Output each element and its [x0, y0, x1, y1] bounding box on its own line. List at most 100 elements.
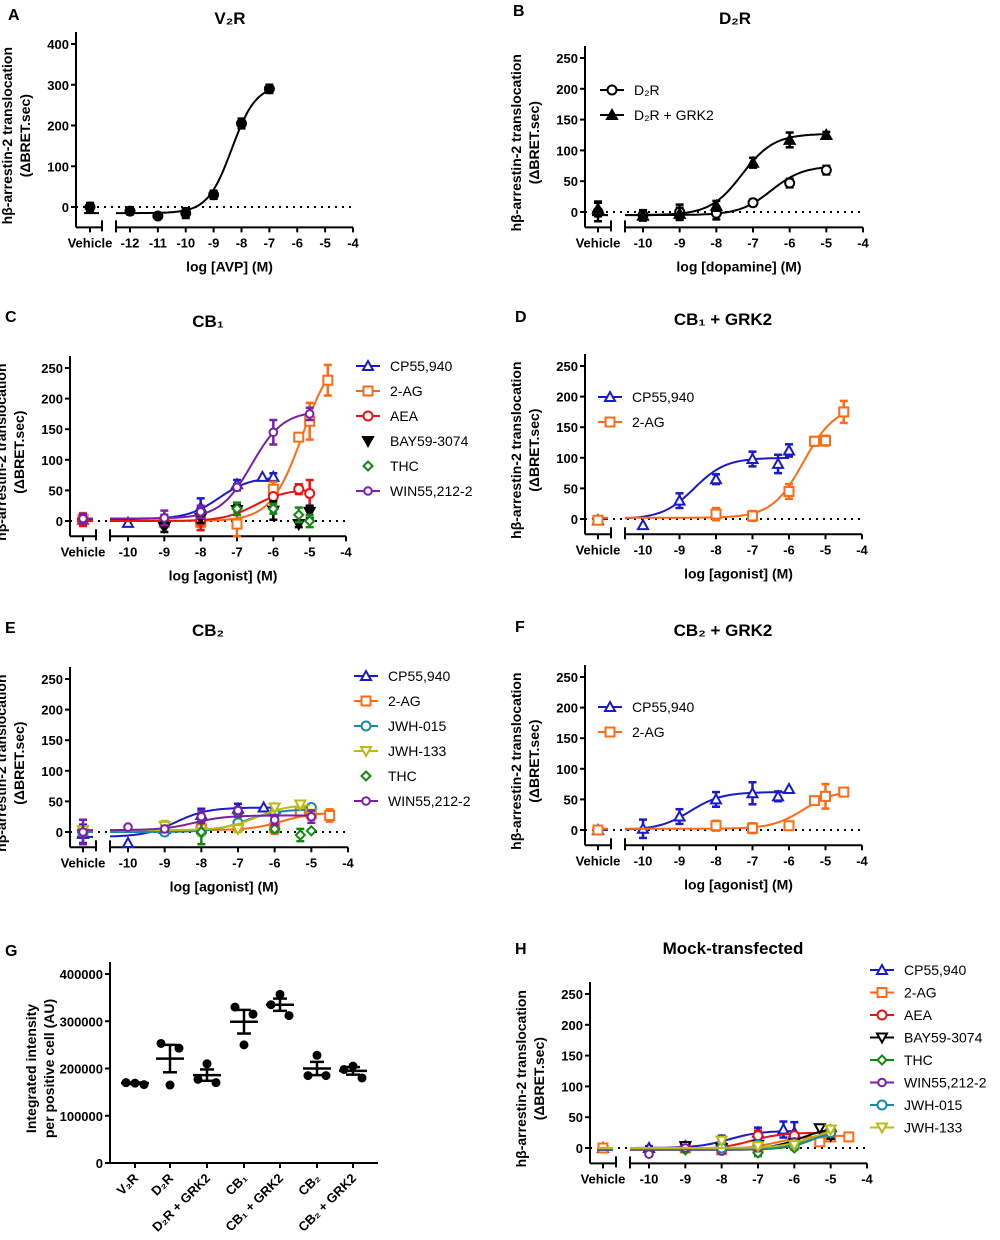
- series-WIN55,212-2: [77, 406, 315, 527]
- data-point: [771, 456, 785, 469]
- data-point: [787, 1139, 802, 1152]
- y-axis-label-line: hβ-arrestin-2 translocation: [508, 361, 524, 538]
- y-axis-label: hβ-arrestin-2 translocation(ΔBRET.sec): [0, 363, 27, 540]
- data-point: [292, 508, 305, 521]
- legend-marker: [875, 1032, 889, 1045]
- legend-label: BAY59-3074: [390, 433, 469, 449]
- x-tick-label: -5: [319, 235, 331, 250]
- legend-item: WIN55,212-2: [354, 793, 471, 809]
- y-tick-label: 100: [556, 143, 578, 158]
- data-point: [782, 443, 796, 456]
- y-tick-label: 250: [556, 670, 578, 685]
- data-point: [306, 811, 317, 822]
- data-point: [211, 1078, 221, 1088]
- y-tick-label: 100000: [60, 1109, 103, 1124]
- x-tick-label: -5: [820, 542, 832, 557]
- y-axis-label: hβ-arrestin-2 translocation(ΔBRET.sec): [0, 47, 33, 224]
- data-point: [782, 132, 797, 145]
- data-point: [819, 127, 834, 140]
- data-point: [152, 210, 164, 222]
- y-tick-label: 0: [576, 1141, 583, 1156]
- panel-letter: G: [5, 943, 17, 960]
- y-tick-label: 250: [556, 359, 578, 374]
- y-tick-label: 300: [47, 78, 69, 93]
- data-point: [121, 515, 135, 528]
- legend-label: D₂R + GRK2: [634, 107, 714, 123]
- x-tick-label: -8: [716, 1171, 728, 1186]
- legend-item: BAY59-3074: [870, 1030, 983, 1046]
- legend-marker: [362, 410, 374, 422]
- data-point: [591, 201, 605, 214]
- data-point: [304, 409, 315, 419]
- legend-item: 2-AG: [598, 724, 665, 740]
- y-tick-label: 0: [56, 825, 63, 840]
- series-data: [84, 83, 275, 222]
- y-axis-label-line: (ΔBRET.sec): [11, 411, 27, 494]
- data-point: [263, 83, 275, 95]
- data-point: [165, 1080, 175, 1090]
- y-tick-label: 50: [49, 794, 63, 809]
- fit-curve: [110, 806, 274, 838]
- x-tick-label: -8: [195, 544, 207, 559]
- data-point: [236, 117, 247, 129]
- x-tick-label: -5: [306, 855, 318, 870]
- x-tick-label: -7: [264, 235, 276, 250]
- x-tick-label: -9: [674, 853, 686, 868]
- data-point: [248, 1009, 258, 1019]
- y-tick-label: 150: [41, 733, 63, 748]
- y-axis-label: hβ-arrestin-2 translocation(ΔBRET.sec): [508, 54, 542, 231]
- legend-item: THC: [870, 1052, 933, 1068]
- fit-curve: [624, 791, 789, 831]
- panel-title: CB₂ + GRK2: [674, 621, 773, 640]
- legend: D₂R D₂R + GRK2: [600, 82, 714, 123]
- legend-label: JWH-133: [904, 1120, 963, 1136]
- y-tick-label: 400: [47, 37, 69, 52]
- data-point: [233, 805, 243, 816]
- fit-curve: [624, 457, 789, 520]
- legend-item: AEA: [356, 408, 419, 424]
- legend-marker: [875, 1122, 889, 1135]
- x-tick-label: -6: [783, 542, 795, 557]
- data-point: [746, 155, 760, 168]
- legend-item: AEA: [870, 1007, 933, 1023]
- y-tick-label: 300000: [60, 1014, 103, 1029]
- legend-label: JWH-015: [388, 718, 447, 734]
- legend: CP55,940 2-AG AEA BAY59-3074 THC WIN55,212-2: [356, 358, 473, 499]
- x-tick-label: -4: [347, 235, 359, 250]
- legend-label: WIN55,212-2: [904, 1075, 987, 1091]
- panel-E: E CB₂ 0 50 100 150 200 250 hβ-arrestin-2 translo…: [0, 620, 471, 894]
- legend-item: JWH-133: [354, 743, 447, 759]
- legend-item: CP55,940: [870, 962, 966, 978]
- x-tick-label: -9: [208, 235, 220, 250]
- legend-marker: [360, 720, 372, 732]
- x-tick-label: -10: [640, 1171, 659, 1186]
- series-JWH-133: [597, 1124, 838, 1154]
- data-point: [156, 1038, 166, 1048]
- legend-label: THC: [388, 768, 417, 784]
- x-tick-label-vehicle: Vehicle: [61, 855, 106, 870]
- data-point: [672, 206, 687, 219]
- legend-item: CP55,940: [356, 358, 452, 374]
- y-axis-label: hβ-arrestin-2 translocation(ΔBRET.sec): [508, 361, 542, 538]
- panel-title: V₂R: [214, 9, 245, 28]
- data-point: [672, 809, 687, 822]
- y-tick-label: 0: [571, 823, 578, 838]
- y-tick-label: 100: [41, 764, 63, 779]
- legend-item: WIN55,212-2: [870, 1075, 987, 1091]
- data-point: [783, 485, 795, 497]
- legend-label: CP55,940: [632, 699, 694, 715]
- x-tick-label: -9: [674, 542, 686, 557]
- data-point: [268, 427, 279, 438]
- y-axis-label-line: (ΔBRET.sec): [17, 94, 33, 177]
- legend-marker: [876, 987, 888, 998]
- legend-label: 2-AG: [632, 724, 665, 740]
- data-point: [196, 811, 207, 822]
- y-tick-label: 200: [556, 701, 578, 716]
- x-tick-label: -12: [121, 235, 140, 250]
- fit-curve: [110, 380, 327, 522]
- y-tick-label: 200: [47, 119, 69, 134]
- y-axis-label-line: (ΔBRET.sec): [11, 722, 27, 805]
- data-point: [324, 809, 336, 821]
- data-point: [269, 814, 280, 825]
- y-tick-label: 150: [41, 422, 63, 437]
